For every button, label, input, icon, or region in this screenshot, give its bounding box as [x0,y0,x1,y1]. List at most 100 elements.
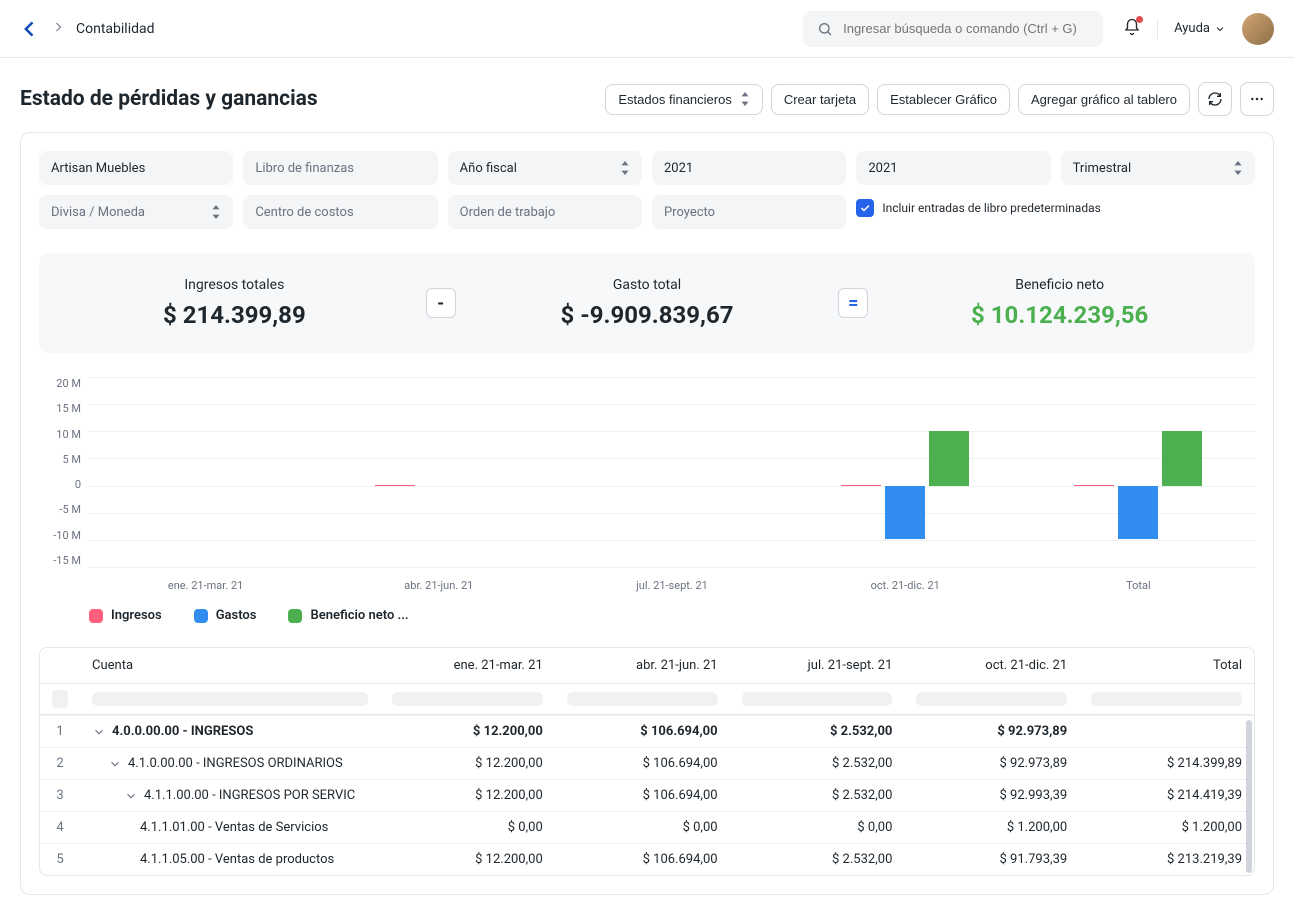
table-filter-row [40,684,1254,715]
value-cell: $ 91.793,39 [904,844,1079,875]
table-header-total[interactable]: Total [1079,648,1254,683]
legend-expense[interactable]: Gastos [194,608,257,623]
scrollbar[interactable] [1246,720,1252,873]
chart-bar[interactable] [375,485,415,486]
dots-icon [1249,91,1265,107]
legend-income[interactable]: Ingresos [89,608,162,623]
periodicity-filter[interactable]: Trimestral [1061,151,1255,185]
account-cell[interactable]: 4.1.1.01.00 - Ventas de Servicios [80,812,380,843]
cost-center-filter[interactable]: Centro de costos [243,195,437,229]
table-row[interactable]: 14.0.0.00.00 - INGRESOS$ 12.200,00$ 106.… [40,715,1254,747]
filter-label: 2021 [868,161,897,176]
filter-cell[interactable] [1079,684,1254,714]
table-header-q2[interactable]: abr. 21-jun. 21 [555,648,730,683]
breadcrumb[interactable]: Contabilidad [76,21,155,37]
value-cell: $ 1.200,00 [904,812,1079,843]
filter-label: Año fiscal [460,161,517,176]
chart-bar[interactable] [929,431,969,486]
divider [1157,19,1158,39]
value-cell: $ 1.200,00 [1079,812,1254,843]
add-chart-button[interactable]: Agregar gráfico al tablero [1018,84,1190,115]
account-cell[interactable]: 4.1.0.00.00 - INGRESOS ORDINARIOS [80,748,380,779]
fiscal-year-filter[interactable]: Año fiscal [448,151,642,185]
chevron-down-icon [124,789,138,803]
filter-cell[interactable] [80,684,380,714]
account-cell[interactable]: 4.0.0.00.00 - INGRESOS [80,716,380,747]
to-year-filter[interactable]: 2021 [856,151,1050,185]
value-cell: $ 0,00 [555,812,730,843]
table-row[interactable]: 54.1.1.05.00 - Ventas de productos$ 12.2… [40,843,1254,875]
legend-profit[interactable]: Beneficio neto ... [288,608,408,623]
table-header-account[interactable]: Cuenta [80,648,380,683]
filter-cell[interactable] [555,684,730,714]
table-row[interactable]: 34.1.1.00.00 - INGRESOS POR SERVIC$ 12.2… [40,779,1254,811]
summary-label: Beneficio neto [888,277,1231,293]
project-filter[interactable]: Proyecto [652,195,846,229]
currency-filter[interactable]: Divisa / Moneda [39,195,233,229]
notifications-button[interactable] [1123,18,1141,40]
row-select-placeholder[interactable] [40,684,80,714]
table-header-q4[interactable]: oct. 21-dic. 21 [904,648,1079,683]
table-row[interactable]: 44.1.1.01.00 - Ventas de Servicios$ 0,00… [40,811,1254,843]
summary-panel: Ingresos totales $ 214.399,89 - Gasto to… [39,253,1255,353]
table-header-q1[interactable]: ene. 21-mar. 21 [380,648,555,683]
filter-label: 2021 [664,161,693,176]
app-logo-icon[interactable] [20,19,40,39]
total-expense-box: Gasto total $ -9.909.839,67 [476,277,819,329]
search-field[interactable] [843,21,1089,36]
set-chart-button[interactable]: Establecer Gráfico [877,84,1010,115]
refresh-button[interactable] [1198,82,1232,116]
equals-operator: = [838,288,868,318]
table-header-q3[interactable]: jul. 21-sept. 21 [730,648,905,683]
value-cell: $ 12.200,00 [380,844,555,875]
value-cell [1079,716,1254,747]
chart-bar[interactable] [885,486,925,540]
filter-cell[interactable] [730,684,905,714]
table-header-num [40,648,80,683]
chart: 20 M15 M10 M5 M0-5 M-10 M-15 M [39,377,1255,567]
avatar[interactable] [1242,13,1274,45]
notification-dot-icon [1136,16,1143,23]
company-filter[interactable]: Artisan Muebles [39,151,233,185]
search-input[interactable] [803,11,1103,47]
value-cell: $ 92.973,89 [904,716,1079,747]
filter-cell[interactable] [904,684,1079,714]
value-cell: $ 0,00 [380,812,555,843]
content-card: Artisan Muebles Libro de finanzas Año fi… [20,132,1274,895]
summary-value: $ 214.399,89 [63,301,406,329]
create-card-button[interactable]: Crear tarjeta [771,84,869,115]
value-cell: $ 106.694,00 [555,748,730,779]
net-profit-box: Beneficio neto $ 10.124.239,56 [888,277,1231,329]
help-dropdown[interactable]: Ayuda [1174,21,1226,36]
value-cell: $ 0,00 [730,812,905,843]
filter-label: Trimestral [1073,161,1132,176]
work-order-filter[interactable]: Orden de trabajo [448,195,642,229]
chart-bar[interactable] [1162,431,1202,486]
account-cell[interactable]: 4.1.1.00.00 - INGRESOS POR SERVIC [80,780,380,811]
value-cell: $ 12.200,00 [380,748,555,779]
value-cell: $ 214.419,39 [1079,780,1254,811]
topbar: Contabilidad Ayuda [0,0,1294,58]
value-cell: $ 12.200,00 [380,780,555,811]
select-icon [620,161,630,175]
value-cell: $ 106.694,00 [555,716,730,747]
chart-y-axis: 20 M15 M10 M5 M0-5 M-10 M-15 M [39,377,89,567]
value-cell: $ 92.993,39 [904,780,1079,811]
chart-bar[interactable] [1074,485,1114,486]
more-button[interactable] [1240,82,1274,116]
row-number: 2 [40,748,80,779]
checkbox-label: Incluir entradas de libro predeterminada… [882,199,1100,217]
legend-swatch-icon [288,609,302,623]
finance-book-filter[interactable]: Libro de finanzas [243,151,437,185]
help-label: Ayuda [1174,21,1210,36]
from-year-filter[interactable]: 2021 [652,151,846,185]
account-cell[interactable]: 4.1.1.05.00 - Ventas de productos [80,844,380,875]
financial-statements-dropdown[interactable]: Estados financieros [605,84,762,115]
table-row[interactable]: 24.1.0.00.00 - INGRESOS ORDINARIOS$ 12.2… [40,747,1254,779]
value-cell: $ 214.399,89 [1079,748,1254,779]
chevron-down-icon [92,725,106,739]
chart-bar[interactable] [1118,486,1158,540]
include-default-checkbox[interactable] [856,199,874,217]
filter-cell[interactable] [380,684,555,714]
value-cell: $ 106.694,00 [555,844,730,875]
